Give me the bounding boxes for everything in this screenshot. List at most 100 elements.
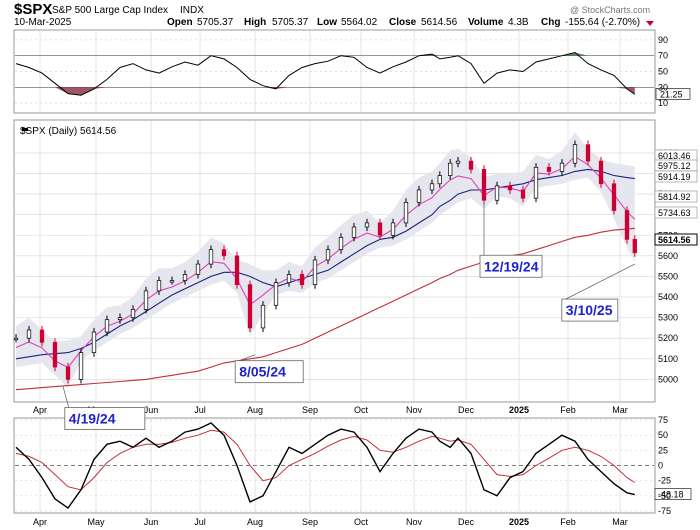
price-bar-body (572, 144, 578, 164)
price-bar-body (533, 166, 539, 199)
macd-tick-label: -25 (658, 476, 671, 486)
price-tick-label: 5400 (658, 292, 678, 302)
rsi-tick-label: 50 (658, 67, 668, 77)
annotation-box (479, 254, 543, 278)
price-bar-body (416, 189, 422, 203)
price-bar-body (585, 144, 591, 162)
annotation-label: 3/10/25 (566, 302, 613, 318)
symbol-text: $SPX (14, 1, 52, 18)
price-bar-body (559, 162, 565, 172)
rsi-overbought-fill (16, 52, 635, 56)
grid-layer (15, 31, 654, 512)
price-bar-body (65, 366, 71, 380)
price-bar-body (351, 226, 357, 238)
price-panel-title: $SPX (Daily) 5614.56 (20, 126, 117, 137)
price-bar-body (143, 290, 149, 310)
rsi-last-value-box (655, 88, 691, 100)
price-last-value: 5914.19 (658, 172, 691, 182)
price-bar-body (273, 282, 279, 306)
price-bar-body (13, 337, 19, 341)
price-bar-body (632, 239, 637, 254)
month-tick-label: Nov (406, 517, 423, 527)
macd-last-value: -48.18 (658, 490, 684, 500)
price-bar-body (104, 319, 110, 333)
month-tick-label: Oct (354, 517, 369, 527)
price-last-value: 5975.12 (658, 161, 691, 171)
macd-tick-label: 0 (658, 461, 663, 471)
month-tick-label: Apr (33, 517, 47, 527)
price-last-value: 5734.63 (658, 208, 691, 218)
price-tick-label: 5300 (658, 313, 678, 323)
price-bar-body (234, 255, 240, 286)
macd-signal-line (15, 429, 636, 491)
price-bar-body (247, 284, 253, 329)
price-tick-label: 5000 (658, 374, 678, 384)
annotation-leader (239, 354, 256, 362)
macd-tick-label: 75 (658, 415, 668, 425)
price-tick-label: 5100 (658, 354, 678, 364)
price-last-value: 5614.56 (658, 235, 691, 245)
price-last-value-box (654, 170, 698, 183)
month-tick-label: Jul (194, 517, 206, 527)
price-tick-label: 5200 (658, 333, 678, 343)
price-bar-body (26, 329, 32, 339)
open-label: Open (167, 17, 193, 28)
price-bar-body (221, 249, 227, 257)
rsi-last-value: 21.25 (660, 89, 683, 99)
axis-layer: AprAprMayMayJunJunJulJulAugAugSepSepOctO… (33, 35, 698, 527)
month-tick-label: Jul (194, 405, 206, 415)
macd-layer: -48.18 (15, 422, 692, 509)
price-bar-body (91, 331, 97, 353)
magenta-ma-line (15, 156, 636, 369)
price-bar-body (507, 185, 513, 191)
price-last-value-box (654, 233, 698, 246)
price-panel-frame (13, 119, 656, 403)
month-tick-label: Aug (247, 405, 263, 415)
price-bar-body (117, 317, 123, 321)
price-bar-body (481, 169, 487, 201)
price-bar-body (182, 274, 188, 281)
month-tick-label: 2025 (509, 405, 529, 415)
month-tick-label: Oct (354, 405, 369, 415)
chart-header: $SPX S&P 500 Large Cap Index INDX @ Stoc… (14, 1, 654, 28)
macd-panel-frame (13, 417, 656, 514)
price-bar-body (325, 249, 331, 261)
price-bar-body (468, 160, 474, 170)
price-bar-body (598, 160, 604, 185)
price-last-value-box (654, 206, 698, 219)
annotation-leader (62, 385, 70, 408)
month-tick-label: Feb (560, 405, 576, 415)
price-bar-body (299, 274, 305, 286)
chg-label: Chg (541, 17, 560, 28)
symbol-name-text: S&P 500 Large Cap Index (52, 5, 168, 16)
annotation-box (234, 360, 304, 384)
annotation-label: 12/19/24 (484, 258, 539, 274)
price-bar-body (312, 259, 318, 286)
price-last-value: 6013.46 (658, 151, 691, 161)
price-bar-body (364, 222, 370, 228)
price-bar-body (429, 183, 435, 191)
rsi-oversold-fill (16, 87, 635, 96)
rsi-tick-label: 30 (658, 82, 668, 92)
month-tick-label: Sep (302, 405, 318, 415)
annotation-label: 8/05/24 (239, 364, 286, 380)
price-bar-body (78, 352, 84, 380)
price-bar-body (437, 175, 442, 185)
price-bar-body (494, 185, 500, 201)
annotation-layer: 4/19/24 8/05/24 12/19/24 3/10/25 (62, 200, 635, 430)
price-bar-body (448, 162, 453, 176)
price-bar-body (130, 309, 136, 318)
price-bar-body (611, 183, 617, 211)
volume-label: Volume (468, 17, 504, 28)
price-bar-body (403, 201, 409, 224)
rsi-tick-label: 70 (658, 51, 668, 61)
red-ma-line (15, 227, 635, 391)
price-bar-body (260, 304, 266, 329)
month-tick-label: Sep (302, 517, 318, 527)
price-bar-body (390, 222, 396, 236)
macd-tick-label: -75 (658, 506, 671, 516)
price-bar-body (52, 341, 58, 368)
high-label: High (244, 17, 266, 28)
low-value: 5564.02 (341, 17, 378, 28)
